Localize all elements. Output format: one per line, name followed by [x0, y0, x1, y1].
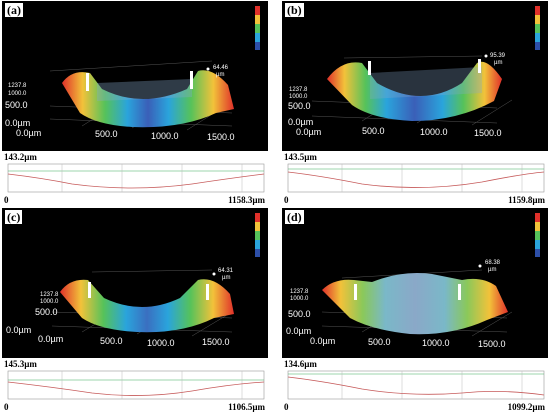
x-tick-1000-d: 1000.0	[422, 338, 450, 348]
x-tick-1500-c: 1500.0	[202, 337, 230, 347]
peak-value-c: 64.31	[218, 268, 234, 274]
z-top-d: 1237.8	[290, 289, 309, 295]
origin-x-d: 0.0µm	[310, 336, 336, 346]
surface-view-c: (c) 64.31 µm 1237.8 1000.0 500.0 0.0µm 0…	[2, 208, 268, 358]
peak-value-b: 95.39	[490, 53, 506, 59]
origin-z-a: 0.0µm	[5, 118, 31, 128]
color-bar-b	[535, 6, 540, 50]
z-top-b: 1237.8	[289, 87, 308, 93]
peak-unit-a: µm	[216, 72, 225, 78]
color-bar-d	[535, 213, 540, 257]
x-tick-500-a: 500.0	[95, 129, 118, 139]
profile-end-d: 1099.2µm	[507, 402, 545, 412]
profile-start-c: 0	[4, 402, 9, 412]
z-top-a: 1237.8	[8, 83, 27, 89]
panel-a: (a) 64.46 µm 1237.8 1000.0 500.0 0.0µm 0…	[2, 1, 268, 206]
z-mid-a: 1000.0	[8, 91, 27, 97]
peak-unit-c: µm	[222, 275, 231, 281]
profile-chart-b	[287, 163, 545, 193]
groove-surface-c	[60, 279, 234, 333]
profile-depth-b: 143.5µm	[284, 152, 317, 162]
origin-x-b: 0.0µm	[296, 127, 322, 137]
z-low-b: 500.0	[288, 101, 311, 111]
origin-z-b: 0.0µm	[288, 117, 314, 127]
panel-label-b: (b)	[285, 3, 304, 17]
x-tick-1500-d: 1500.0	[478, 339, 506, 349]
origin-z-d: 0.0µm	[286, 326, 312, 336]
surface-view-a: (a) 64.46 µm 1237.8 1000.0 500.0 0.0µm 0…	[2, 1, 268, 151]
panel-label-c: (c)	[5, 210, 23, 224]
x-tick-1000-a: 1000.0	[151, 131, 179, 141]
origin-z-c: 0.0µm	[6, 325, 32, 335]
origin-x-c: 0.0µm	[38, 334, 64, 344]
profile-d: 134.6µm 0 1099.2µm	[282, 359, 548, 413]
peak-unit-b: µm	[494, 60, 503, 66]
x-tick-500-c: 500.0	[100, 336, 123, 346]
z-top-c: 1237.8	[40, 292, 59, 298]
peak-value-a: 64.46	[213, 65, 229, 71]
peak-unit-d: µm	[488, 267, 497, 273]
origin-x-a: 0.0µm	[16, 128, 42, 138]
profile-start-a: 0	[4, 195, 9, 205]
panel-c: (c) 64.31 µm 1237.8 1000.0 500.0 0.0µm 0…	[2, 208, 268, 413]
groove-surface-d	[322, 273, 508, 335]
panel-b: (b) 95.39 µm 1237.8 1000.0 500.0 0.0µm 0…	[282, 1, 548, 206]
profile-b: 143.5µm 0 1159.8µm	[282, 152, 548, 206]
profile-end-c: 1106.5µm	[228, 402, 265, 412]
groove-surface-b	[327, 61, 502, 121]
peak-value-d: 68.38	[485, 260, 501, 266]
x-tick-1500-a: 1500.0	[207, 132, 235, 142]
profile-start-b: 0	[284, 195, 289, 205]
profile-depth-a: 143.2µm	[4, 152, 37, 162]
surface-3d-c	[51, 213, 260, 337]
profile-start-d: 0	[284, 402, 289, 412]
x-tick-1000-c: 1000.0	[147, 338, 175, 348]
x-tick-1000-b: 1000.0	[420, 127, 448, 137]
profile-depth-c: 145.3µm	[4, 359, 37, 369]
z-mid-d: 1000.0	[290, 296, 309, 302]
x-tick-500-b: 500.0	[362, 126, 385, 136]
x-tick-1500-b: 1500.0	[474, 128, 502, 138]
panel-d: (d) 68.38 µm 1237.8 1000.0 500.0 0.0µm 0…	[282, 208, 548, 413]
z-low-c: 500.0	[35, 307, 58, 317]
profile-chart-d	[287, 370, 545, 400]
color-bar-a	[255, 6, 260, 50]
profile-c: 145.3µm 0 1106.5µm	[2, 359, 268, 413]
profile-depth-d: 134.6µm	[284, 359, 317, 369]
surface-3d-b	[311, 6, 540, 126]
profile-end-b: 1159.8µm	[508, 195, 545, 205]
profile-end-a: 1158.3µm	[228, 195, 265, 205]
surface-3d-d	[321, 213, 540, 337]
profile-chart-a	[7, 163, 265, 193]
color-bar-c	[255, 213, 260, 257]
profile-chart-c	[7, 370, 265, 400]
z-low-d: 500.0	[288, 309, 311, 319]
z-mid-c: 1000.0	[40, 299, 59, 305]
z-mid-b: 1000.0	[289, 94, 308, 100]
surface-view-d: (d) 68.38 µm 1237.8 1000.0 500.0 0.0µm 0…	[282, 208, 548, 358]
profile-a: 143.2µm 0 1158.3µm	[2, 152, 268, 206]
x-tick-500-d: 500.0	[368, 337, 391, 347]
panel-label-d: (d)	[285, 210, 304, 224]
panel-label-a: (a)	[5, 3, 23, 17]
surface-3d-a	[49, 6, 260, 131]
surface-view-b: (b) 95.39 µm 1237.8 1000.0 500.0 0.0µm 0…	[282, 1, 548, 151]
z-low-a: 500.0	[5, 100, 28, 110]
